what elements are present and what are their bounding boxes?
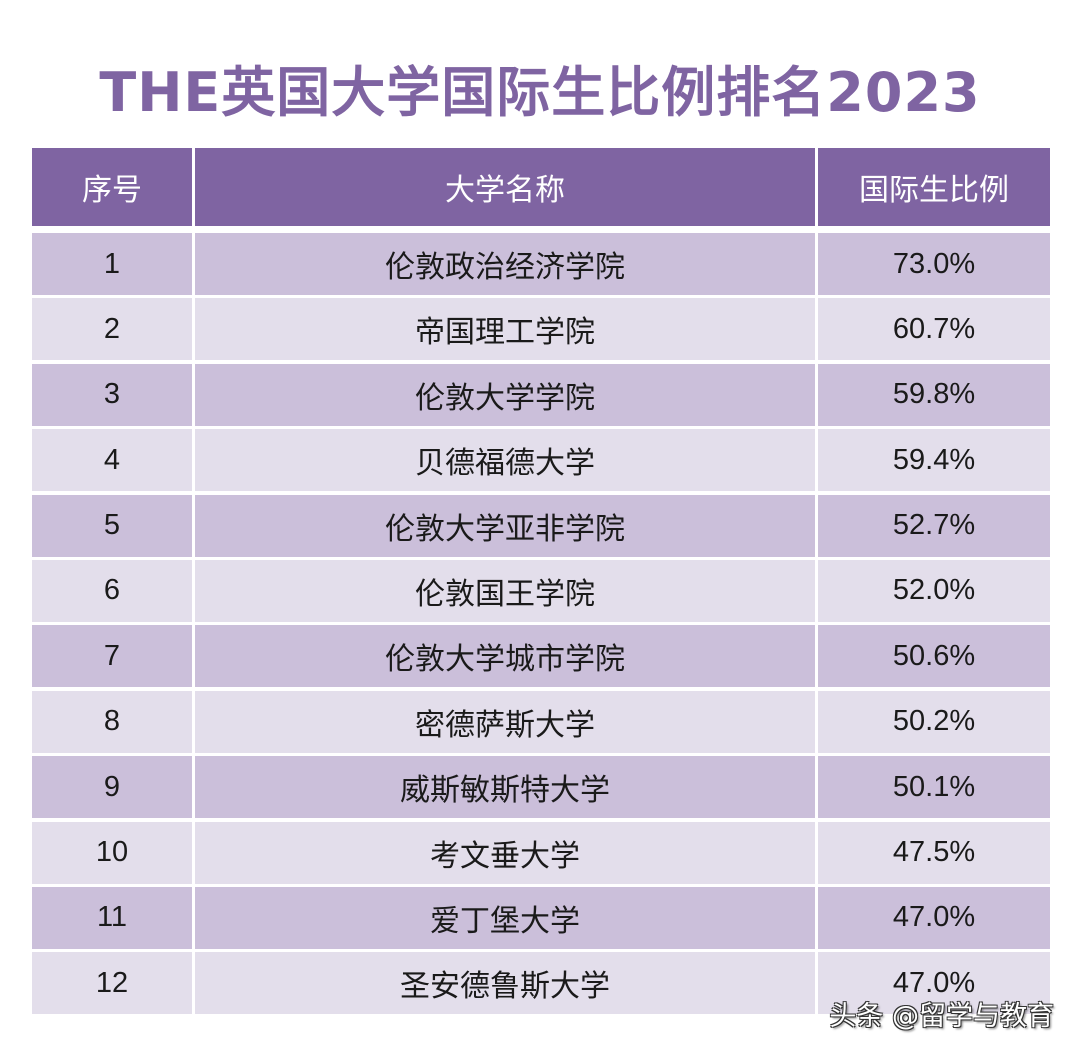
table-row: 9 威斯敏斯特大学 50.1% (32, 756, 1050, 819)
ratio-cell: 50.6% (892, 639, 976, 672)
table-row: 1 伦敦政治经济学院 73.0% (32, 233, 1050, 295)
university-name-cell: 伦敦大学城市学院 (195, 625, 818, 688)
table-row: 10 考文垂大学 47.5% (32, 821, 1050, 884)
header-university-name: 大学名称 (195, 148, 818, 226)
university-name-cell: 伦敦国王学院 (195, 559, 818, 622)
table-row: 2 帝国理工学院 60.7% (32, 298, 1050, 361)
university-name-cell: 威斯敏斯特大学 (195, 756, 818, 819)
table-row: 8 密德萨斯大学 50.2% (32, 690, 1050, 753)
rank-cell: 3 (32, 363, 195, 426)
ratio-cell: 73.0% (892, 247, 976, 280)
university-name-cell: 帝国理工学院 (195, 298, 818, 361)
university-name-cell: 考文垂大学 (195, 821, 818, 884)
rank-cell: 7 (32, 625, 195, 688)
university-name-cell: 爱丁堡大学 (195, 886, 818, 949)
university-name-cell: 圣安德鲁斯大学 (195, 952, 818, 1015)
ratio-cell: 52.0% (892, 574, 976, 607)
rank-cell: 1 (32, 233, 195, 295)
university-name-cell: 贝德福德大学 (195, 429, 818, 492)
rank-cell: 9 (32, 756, 195, 819)
table-row: 5 伦敦大学亚非学院 52.7% (32, 494, 1050, 557)
table-row: 6 伦敦国王学院 52.0% (32, 559, 1050, 622)
table-row: 7 伦敦大学城市学院 50.6% (32, 625, 1050, 688)
watermark-text: 头条 @留学与教育 (829, 1001, 1054, 1032)
table-row: 12 圣安德鲁斯大学 47.0% (32, 952, 1050, 1015)
university-name-cell: 伦敦大学学院 (195, 363, 818, 426)
ratio-cell: 50.2% (892, 705, 976, 738)
rank-cell: 4 (32, 429, 195, 492)
ranking-table: 序号 大学名称 国际生比例 1 伦敦政治经济学院 73.0% 2 帝国理工学院 … (32, 148, 1050, 1018)
header-international-ratio: 国际生比例 (859, 173, 1009, 208)
ratio-cell: 50.1% (892, 770, 976, 803)
table-row: 3 伦敦大学学院 59.8% (32, 363, 1050, 426)
ratio-cell: 59.8% (892, 378, 976, 411)
university-name-cell: 密德萨斯大学 (195, 690, 818, 753)
ratio-cell: 60.7% (892, 312, 976, 345)
university-name-cell: 伦敦政治经济学院 (195, 233, 818, 295)
rank-cell: 2 (32, 298, 195, 361)
ratio-cell: 52.7% (892, 509, 976, 542)
rank-cell: 8 (32, 690, 195, 753)
ratio-cell: 47.0% (892, 901, 976, 934)
ratio-cell: 47.5% (892, 836, 976, 869)
ratio-cell: 59.4% (892, 443, 976, 476)
rank-cell: 5 (32, 494, 195, 557)
university-name-cell: 伦敦大学亚非学院 (195, 494, 818, 557)
table-row: 4 贝德福德大学 59.4% (32, 429, 1050, 492)
rank-cell: 11 (32, 886, 195, 949)
header-rank: 序号 (32, 148, 195, 226)
rank-cell: 10 (32, 821, 195, 884)
page-title: THE英国大学国际生比例排名2023 (99, 61, 981, 124)
rank-cell: 6 (32, 559, 195, 622)
ratio-cell: 47.0% (892, 966, 976, 999)
table-header-row: 序号 大学名称 国际生比例 (32, 148, 1050, 226)
table-row: 11 爱丁堡大学 47.0% (32, 886, 1050, 949)
rank-cell: 12 (32, 952, 195, 1015)
